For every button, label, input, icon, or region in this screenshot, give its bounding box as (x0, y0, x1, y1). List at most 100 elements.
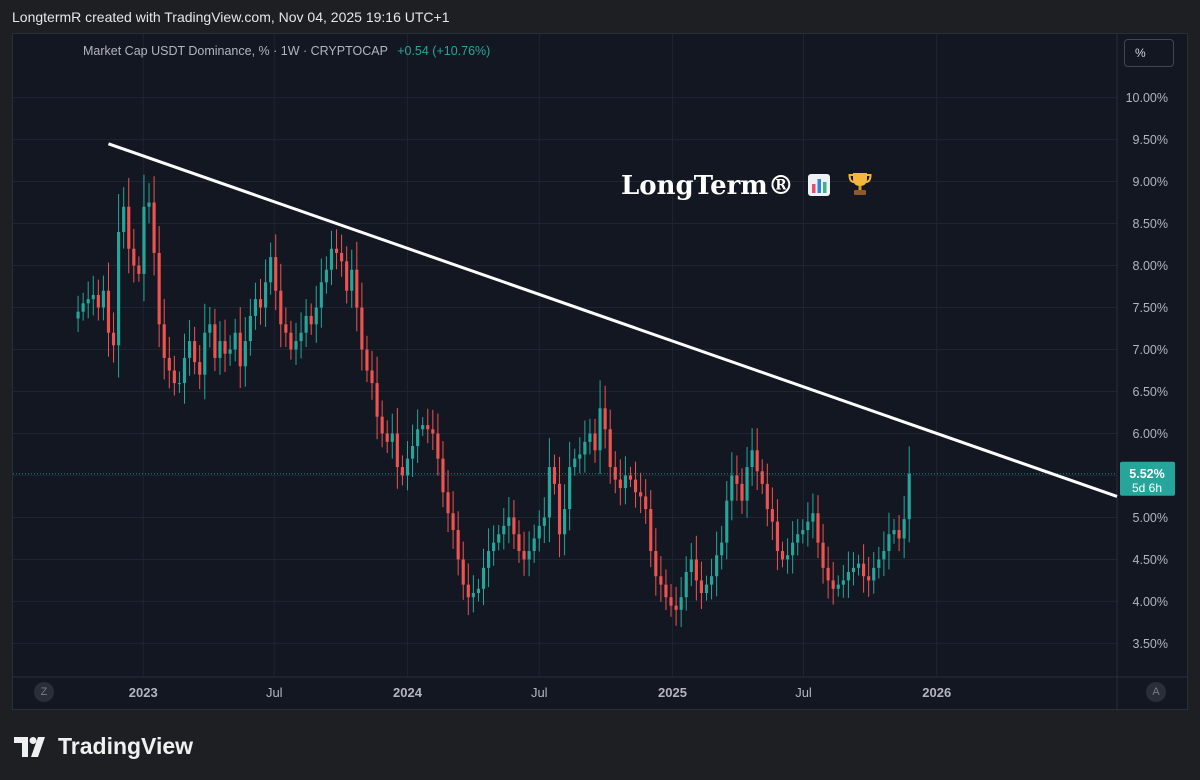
candle-body (532, 538, 536, 552)
candle-body (623, 475, 627, 489)
watermark-text: LongTerm® (621, 171, 794, 201)
x-tick-label: 2026 (922, 685, 951, 700)
watermark: LongTerm® (621, 171, 872, 201)
candle-body (887, 534, 891, 552)
candle-body (639, 492, 643, 497)
y-tick-label: 4.50% (1133, 553, 1168, 567)
candle-body (96, 294, 100, 308)
candle-body (416, 429, 420, 447)
candle-body (770, 509, 774, 522)
last-price-tag (1120, 461, 1175, 496)
y-tick-label: 9.00% (1133, 175, 1168, 189)
candle-body (142, 206, 146, 274)
candle-body (613, 467, 617, 480)
candle-body (791, 542, 795, 556)
bar-countdown-label: 5d 6h (1132, 481, 1162, 495)
candle-body (492, 542, 496, 552)
candle-body (618, 479, 622, 489)
candle-body (715, 555, 719, 577)
trend-line (107, 142, 1118, 498)
candle-body (137, 265, 141, 274)
zoom-button[interactable]: Z (34, 682, 54, 702)
candle-body (213, 324, 217, 358)
y-tick-label: 7.00% (1133, 343, 1168, 357)
candle-body (441, 458, 445, 493)
candle-body (694, 559, 698, 581)
candle-body (365, 349, 369, 371)
candle-body (826, 567, 830, 581)
candle-body (208, 324, 212, 333)
candle-body (882, 551, 886, 560)
candle-body (476, 588, 481, 594)
y-tick-label: 7.50% (1133, 301, 1168, 315)
candle-body (218, 341, 222, 358)
candle-body (334, 248, 339, 253)
candle-body (892, 530, 896, 535)
percent-scale-button[interactable]: % (1124, 39, 1174, 67)
candle-body (659, 576, 663, 585)
candle-body (172, 370, 176, 384)
candle-body (101, 290, 105, 308)
y-tick-label: 9.50% (1133, 133, 1168, 147)
candle-body (147, 202, 151, 207)
candle-body (780, 551, 785, 560)
candle-body (350, 269, 354, 291)
candle-body (405, 458, 410, 476)
candle-body (426, 425, 430, 430)
candle-body (451, 513, 455, 531)
candle-body (314, 307, 318, 325)
candle-body (400, 467, 404, 476)
candle-body (243, 341, 247, 367)
candle-body (375, 383, 379, 417)
trophy-emoji-icon (848, 173, 872, 195)
candle-body (132, 248, 136, 266)
candle-body (127, 206, 131, 249)
candle-body (279, 290, 283, 325)
candle-body (461, 559, 465, 585)
candle-body (106, 290, 111, 333)
candle-body (355, 269, 359, 308)
candle-body (907, 473, 911, 520)
candle-body (598, 408, 602, 451)
candle-body (395, 433, 399, 468)
candle-body (644, 496, 648, 510)
candle-body (233, 332, 237, 350)
candle-body (831, 580, 835, 589)
y-tick-label: 10.00% (1126, 91, 1168, 105)
candle-body (796, 534, 800, 543)
candle-body (446, 492, 450, 514)
candle-body (563, 509, 567, 535)
chart-panel[interactable]: 2023 Jul 2024 Jul 2025 Jul 2026 3.50% 4.00% 4.50%… (12, 33, 1188, 710)
candle-body (552, 467, 557, 484)
candle-body (765, 483, 769, 510)
candle-body (466, 584, 470, 598)
candle-body (902, 519, 906, 539)
candle-body (86, 299, 90, 304)
y-tick-label: 8.00% (1133, 259, 1168, 273)
candle-body (750, 450, 754, 468)
candle-body (91, 294, 95, 300)
candle-body (801, 530, 805, 535)
y-tick-label: 4.00% (1133, 595, 1168, 609)
candle-body (340, 252, 344, 262)
candle-body (385, 433, 389, 442)
candle-body (608, 429, 612, 468)
y-tick-label: 8.50% (1133, 217, 1168, 231)
y-tick-label: 5.00% (1133, 511, 1168, 525)
candle-body (436, 433, 440, 459)
auto-scale-button[interactable]: A (1146, 682, 1166, 702)
candle-body (157, 252, 161, 325)
candle-body (304, 315, 308, 333)
candle-body (573, 458, 577, 468)
candle-body (497, 534, 501, 543)
candlestick-chart[interactable]: 2023 Jul 2024 Jul 2025 Jul 2026 3.50% 4.00% 4.50%… (13, 34, 1187, 709)
candle-body (664, 584, 668, 598)
candle-body (193, 341, 197, 363)
candle-body (512, 517, 516, 535)
candle-body (390, 433, 394, 442)
candle-body (431, 429, 435, 434)
candle-body (745, 467, 749, 501)
candle-body (872, 567, 876, 581)
candle-body (583, 441, 587, 455)
candle-body (760, 471, 764, 484)
